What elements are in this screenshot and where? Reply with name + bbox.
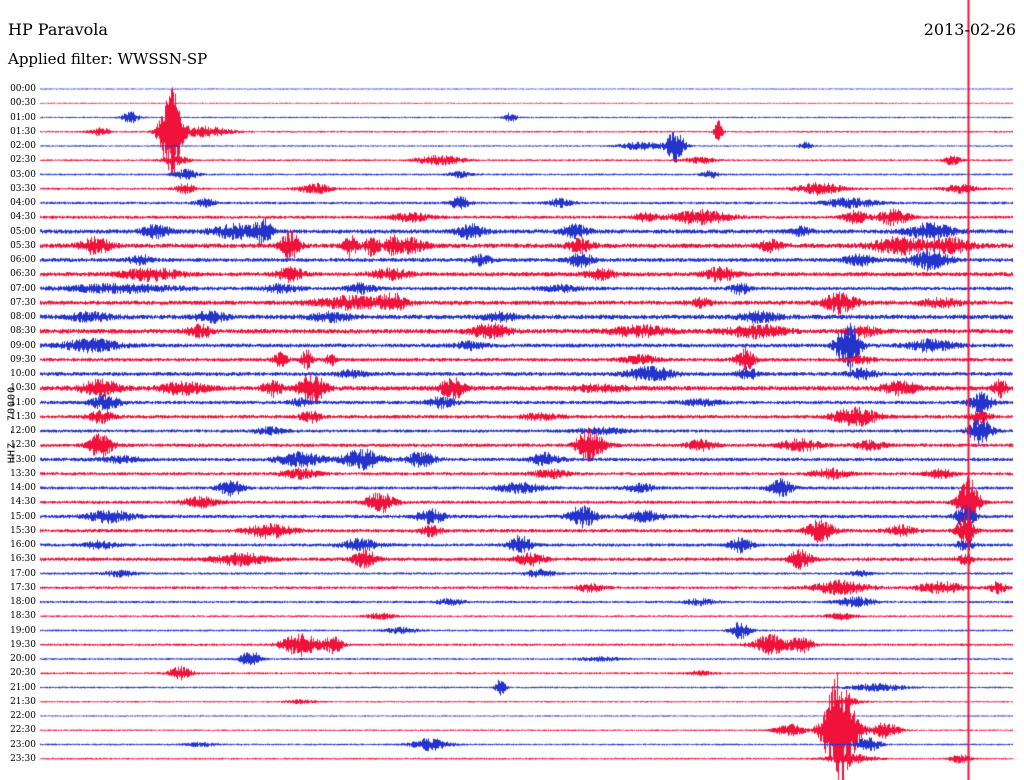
time-label: 03:30 — [10, 183, 36, 194]
time-label: 12:30 — [10, 440, 36, 451]
time-label: 17:30 — [10, 582, 36, 593]
time-label: 23:00 — [10, 739, 36, 750]
time-label: 23:30 — [10, 753, 36, 764]
time-label: 05:00 — [10, 226, 36, 237]
time-label: 00:30 — [10, 98, 36, 109]
time-label: 19:30 — [10, 639, 36, 650]
time-label: 14:00 — [10, 483, 36, 493]
time-label: 12:00 — [10, 426, 36, 436]
time-label: 00:00 — [10, 84, 36, 94]
time-label: 21:00 — [10, 682, 36, 693]
time-axis: 00:00 00:30 01:00 01:30 02:00 02:30 03:00 03:30… — [0, 0, 37, 780]
time-label: 01:00 — [10, 112, 36, 123]
time-label: 20:30 — [10, 668, 36, 679]
time-label: 07:30 — [10, 297, 36, 308]
time-label: 02:30 — [10, 155, 36, 166]
time-label: 07:00 — [10, 283, 36, 294]
time-label: 05:30 — [10, 240, 36, 251]
time-label: 01:30 — [10, 126, 36, 137]
time-label: 22:00 — [10, 711, 36, 721]
time-label: 11:00 — [10, 397, 36, 408]
time-label: 22:30 — [10, 725, 36, 736]
time-label: 04:00 — [10, 198, 36, 208]
time-label: 15:00 — [10, 511, 36, 522]
filter-label: Applied filter: WWSSN-SP — [8, 50, 208, 68]
time-label: 14:30 — [10, 497, 36, 508]
time-label: 09:00 — [10, 340, 36, 351]
time-label: 03:00 — [10, 169, 36, 180]
time-label: 15:30 — [10, 525, 36, 536]
time-label: 16:30 — [10, 554, 36, 565]
time-label: 16:00 — [10, 540, 36, 550]
time-label: 19:00 — [10, 625, 36, 636]
time-label: 08:30 — [10, 326, 36, 337]
time-label: 02:00 — [10, 141, 36, 151]
time-label: 09:30 — [10, 354, 36, 365]
time-label: 17:00 — [10, 568, 36, 579]
time-label: 08:00 — [10, 312, 36, 322]
time-label: 11:30 — [10, 411, 36, 422]
plot-date: 2013-02-26 — [923, 20, 1016, 39]
time-label: 18:00 — [10, 597, 36, 607]
time-label: 10:00 — [10, 369, 36, 379]
time-label: 06:30 — [10, 269, 36, 280]
time-label: 21:30 — [10, 696, 36, 707]
time-label: 13:30 — [10, 468, 36, 479]
time-label: 04:30 — [10, 212, 36, 223]
time-label: 06:00 — [10, 255, 36, 265]
station-title: HP Paravola — [8, 20, 108, 39]
time-label: 18:30 — [10, 611, 36, 622]
time-label: 10:30 — [10, 383, 36, 394]
time-label: 20:00 — [10, 654, 36, 664]
time-label: 13:00 — [10, 454, 36, 465]
